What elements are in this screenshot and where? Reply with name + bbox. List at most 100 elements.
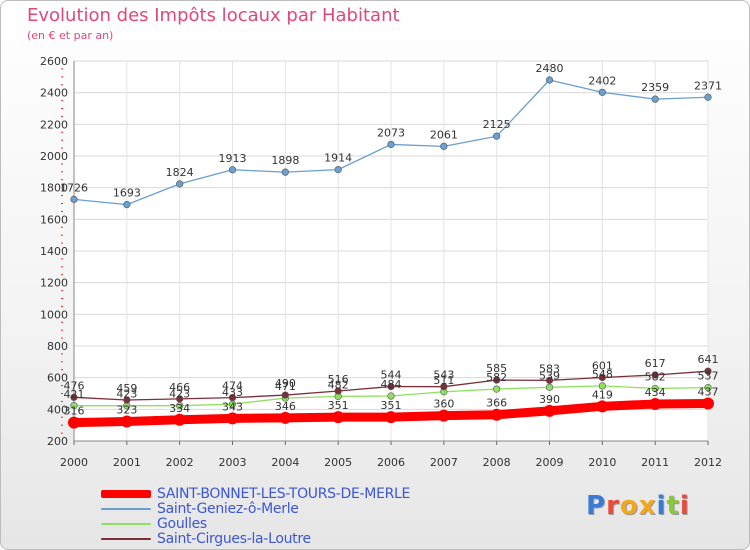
- legend-swatch: [101, 490, 151, 498]
- data-label: 421: [64, 388, 85, 401]
- data-label: 641: [698, 353, 719, 366]
- data-point-0: [173, 413, 186, 426]
- data-label: 1693: [113, 187, 141, 200]
- data-labels: 1726 1693 1824 1913 1898 1914 2073 2061 2125 2480…: [60, 62, 722, 418]
- data-label: 2073: [377, 126, 405, 139]
- x-tick-label: 2003: [219, 456, 247, 469]
- axes: [61, 61, 709, 445]
- data-label: 2125: [483, 118, 511, 131]
- y-tick-label: 2400: [40, 87, 68, 100]
- x-tick-label: 2001: [113, 456, 141, 469]
- data-label: 582: [645, 370, 666, 383]
- data-label: 617: [645, 357, 666, 370]
- data-point-3: [651, 371, 659, 379]
- legend-swatch: [101, 523, 151, 525]
- data-label: 537: [698, 370, 719, 383]
- x-tick-label: 2004: [271, 456, 299, 469]
- data-label: 585: [486, 362, 507, 375]
- data-point-0: [596, 400, 609, 413]
- x-axis-ticks: 2000 2001 2002 2003 2004 2005 2006 2007 2008 2009…: [60, 456, 722, 469]
- data-label: 482: [328, 378, 349, 391]
- data-point-2: [70, 402, 78, 410]
- x-tick-label: 2012: [694, 456, 722, 469]
- y-tick-label: 1200: [40, 277, 68, 290]
- data-point-0: [702, 397, 714, 410]
- x-tick-label: 2005: [324, 456, 352, 469]
- data-point-1: [228, 166, 237, 174]
- x-tick-label: 2002: [166, 456, 194, 469]
- data-point-0: [437, 409, 450, 422]
- proxiti-logo: Proxiti: [586, 491, 690, 521]
- data-point-0: [385, 411, 397, 424]
- data-point-2: [704, 384, 712, 392]
- data-label: 474: [222, 380, 243, 393]
- data-label: 476: [64, 379, 85, 392]
- y-tick-label: 1000: [40, 308, 68, 321]
- data-label: 433: [222, 386, 243, 399]
- y-tick-label: 400: [47, 403, 68, 416]
- data-label: 1898: [271, 154, 299, 167]
- data-label: 390: [539, 393, 560, 406]
- data-label: 360: [433, 398, 454, 411]
- y-tick-label: 800: [47, 340, 68, 353]
- data-point-1: [176, 180, 184, 188]
- data-point-1: [598, 88, 606, 96]
- chart-title: Evolution des Impôts locaux par Habitant: [27, 5, 400, 26]
- data-point-0: [226, 412, 239, 425]
- data-point-2: [493, 385, 501, 393]
- data-label: 437: [698, 385, 719, 398]
- legend-label: SAINT-BONNET-LES-TOURS-DE-MERLE: [157, 486, 411, 502]
- data-point-1: [387, 140, 395, 149]
- data-label: 2480: [536, 62, 564, 75]
- data-label: 343: [222, 400, 243, 413]
- data-label: 471: [275, 380, 296, 393]
- data-point-0: [68, 416, 80, 429]
- data-label: 583: [539, 362, 560, 375]
- data-point-3: [493, 376, 501, 384]
- data-point-1: [545, 76, 554, 84]
- x-tick-label: 2007: [430, 456, 458, 469]
- data-label: 2402: [588, 74, 616, 87]
- data-point-1: [334, 166, 342, 174]
- data-label: 466: [169, 381, 190, 394]
- data-label: 423: [169, 388, 190, 401]
- data-point-0: [490, 408, 503, 421]
- data-point-3: [70, 393, 78, 401]
- data-point-3: [176, 395, 184, 403]
- y-tick-label: 600: [47, 372, 68, 385]
- series-group: [68, 76, 714, 429]
- data-point-1: [704, 93, 712, 101]
- data-label: 516: [328, 373, 349, 386]
- data-label: 1913: [219, 152, 247, 165]
- y-tick-label: 2000: [40, 150, 68, 163]
- data-point-3: [123, 396, 131, 404]
- x-tick-label: 2010: [588, 456, 616, 469]
- data-label: 543: [433, 369, 454, 382]
- data-point-3: [598, 373, 606, 382]
- data-label: 539: [539, 369, 560, 382]
- data-point-3: [704, 367, 712, 375]
- data-point-1: [493, 132, 501, 140]
- data-point-2: [545, 383, 554, 391]
- x-tick-label: 2000: [60, 456, 88, 469]
- legend-swatch: [101, 538, 151, 540]
- data-point-2: [598, 382, 606, 390]
- data-point-2: [651, 384, 659, 393]
- data-label: 601: [592, 360, 613, 373]
- y-tick-label: 200: [47, 435, 68, 448]
- data-label: 2371: [694, 79, 722, 92]
- chart-subtitle: (en € et par an): [27, 29, 114, 42]
- y-tick-label: 1800: [40, 182, 68, 195]
- data-point-1: [123, 201, 131, 209]
- data-label: 484: [381, 378, 402, 391]
- y-axis-ticks: 200 400 600 800 1000 1200 1400 1600 1800 2000 2200…: [40, 55, 68, 448]
- data-label: 544: [381, 369, 402, 382]
- data-point-3: [387, 382, 395, 391]
- data-point-3: [440, 383, 448, 391]
- data-label: 323: [116, 404, 137, 417]
- data-label: 1824: [166, 166, 194, 179]
- data-label: 351: [328, 399, 349, 412]
- data-label: 334: [169, 402, 190, 415]
